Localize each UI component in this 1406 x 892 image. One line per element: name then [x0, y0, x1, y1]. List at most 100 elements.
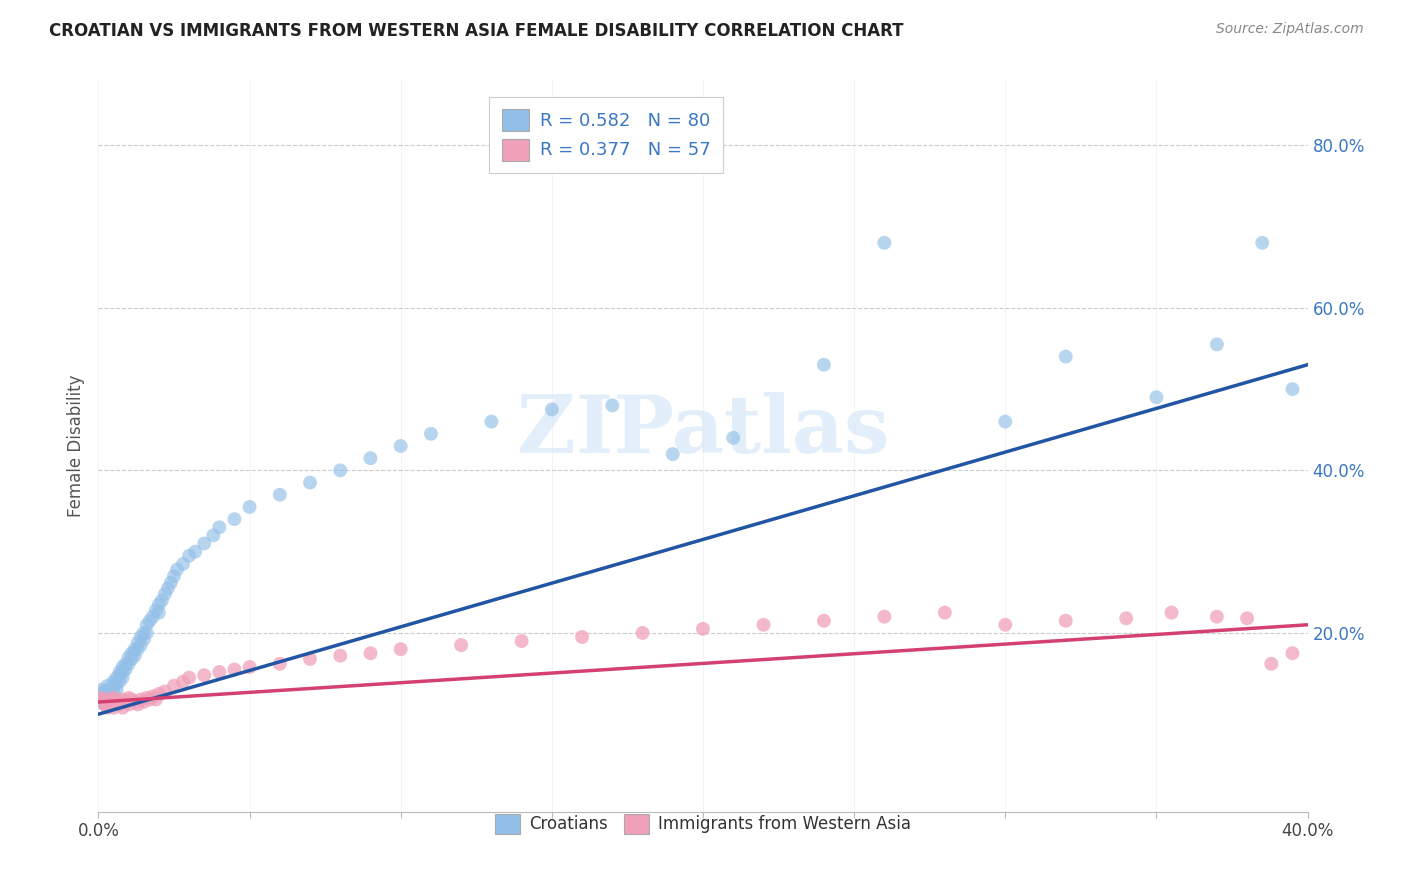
Point — [813, 358, 835, 372]
Point — [389, 439, 412, 453]
Point — [1281, 646, 1303, 660]
Point — [148, 598, 170, 612]
Point — [166, 562, 188, 576]
Point — [208, 665, 231, 679]
Point — [111, 671, 134, 685]
Point — [179, 549, 201, 563]
Text: Source: ZipAtlas.com: Source: ZipAtlas.com — [1216, 22, 1364, 37]
Point — [752, 617, 775, 632]
Point — [103, 679, 125, 693]
Point — [360, 451, 382, 466]
Point — [224, 663, 246, 677]
Point — [132, 632, 155, 647]
Point — [150, 593, 173, 607]
Point — [139, 692, 162, 706]
Point — [145, 692, 167, 706]
Point — [121, 692, 143, 706]
Point — [118, 650, 141, 665]
Point — [93, 698, 115, 712]
Point — [329, 648, 352, 663]
Point — [108, 674, 131, 689]
Point — [994, 617, 1017, 632]
Point — [153, 587, 176, 601]
Point — [153, 684, 176, 698]
Point — [135, 690, 157, 705]
Point — [994, 415, 1017, 429]
Point — [90, 690, 112, 705]
Point — [127, 642, 149, 657]
Point — [121, 646, 143, 660]
Point — [111, 665, 134, 679]
Point — [111, 660, 134, 674]
Point — [121, 652, 143, 666]
Point — [299, 652, 322, 666]
Point — [202, 528, 225, 542]
Point — [118, 657, 141, 671]
Point — [389, 642, 412, 657]
Point — [172, 557, 194, 571]
Point — [163, 679, 186, 693]
Point — [661, 447, 683, 461]
Point — [1144, 390, 1167, 404]
Point — [692, 622, 714, 636]
Point — [103, 690, 125, 705]
Point — [93, 698, 115, 712]
Point — [96, 700, 118, 714]
Legend: Croatians, Immigrants from Western Asia: Croatians, Immigrants from Western Asia — [482, 800, 924, 847]
Point — [813, 614, 835, 628]
Point — [1206, 609, 1229, 624]
Point — [208, 520, 231, 534]
Point — [114, 663, 136, 677]
Point — [96, 679, 118, 693]
Point — [114, 695, 136, 709]
Point — [103, 700, 125, 714]
Point — [127, 635, 149, 649]
Point — [93, 692, 115, 706]
Point — [96, 695, 118, 709]
Point — [132, 626, 155, 640]
Point — [934, 606, 956, 620]
Point — [193, 668, 215, 682]
Point — [1160, 606, 1182, 620]
Text: ZIPatlas: ZIPatlas — [517, 392, 889, 470]
Point — [540, 402, 562, 417]
Point — [105, 671, 128, 685]
Point — [100, 690, 122, 705]
Point — [135, 626, 157, 640]
Point — [631, 626, 654, 640]
Point — [184, 544, 207, 558]
Point — [96, 690, 118, 704]
Point — [96, 682, 118, 697]
Point — [156, 581, 179, 595]
Point — [571, 630, 593, 644]
Point — [139, 614, 162, 628]
Point — [105, 676, 128, 690]
Point — [163, 569, 186, 583]
Point — [239, 660, 262, 674]
Point — [124, 695, 146, 709]
Point — [193, 536, 215, 550]
Point — [90, 695, 112, 709]
Point — [1115, 611, 1137, 625]
Point — [1054, 614, 1077, 628]
Point — [1054, 350, 1077, 364]
Point — [160, 575, 183, 590]
Text: CROATIAN VS IMMIGRANTS FROM WESTERN ASIA FEMALE DISABILITY CORRELATION CHART: CROATIAN VS IMMIGRANTS FROM WESTERN ASIA… — [49, 22, 904, 40]
Point — [118, 690, 141, 705]
Point — [1260, 657, 1282, 671]
Point — [142, 690, 165, 704]
Point — [360, 646, 382, 660]
Point — [127, 698, 149, 712]
Point — [420, 426, 443, 441]
Point — [1281, 382, 1303, 396]
Point — [135, 617, 157, 632]
Point — [105, 682, 128, 697]
Point — [239, 500, 262, 514]
Point — [100, 687, 122, 701]
Point — [129, 692, 152, 706]
Y-axis label: Female Disability: Female Disability — [66, 375, 84, 517]
Point — [269, 488, 291, 502]
Point — [873, 235, 896, 250]
Point — [450, 638, 472, 652]
Point — [172, 674, 194, 689]
